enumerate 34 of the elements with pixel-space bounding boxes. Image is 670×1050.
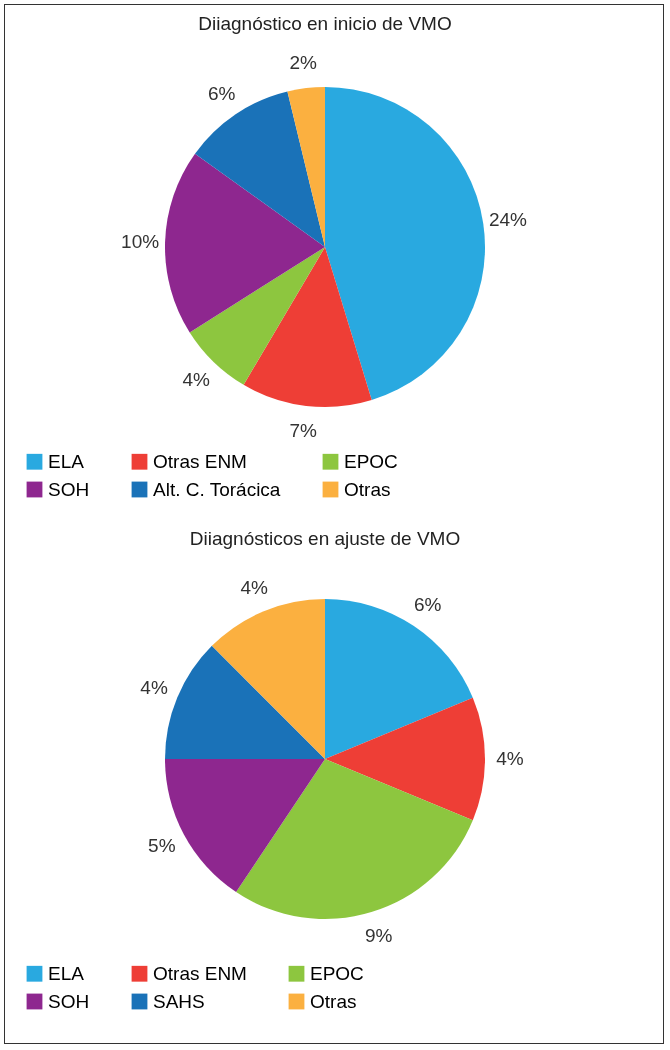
data-label: 9% bbox=[364, 925, 393, 947]
data-label: 4% bbox=[496, 748, 524, 769]
legend-label: SOH bbox=[48, 990, 90, 1012]
legend-label: ELA bbox=[48, 962, 85, 984]
data-label: 4% bbox=[182, 368, 210, 390]
legend-label: EPOC bbox=[310, 962, 364, 984]
data-label: 4% bbox=[240, 577, 269, 599]
legend-label: Otras bbox=[344, 478, 391, 500]
pie-slice bbox=[287, 87, 325, 247]
pie-slice bbox=[165, 153, 325, 333]
legend-label: Otras ENM bbox=[153, 962, 247, 984]
legend-label: SAHS bbox=[153, 990, 205, 1012]
legend-label: Otras ENM bbox=[153, 450, 247, 472]
pie-slice bbox=[243, 247, 372, 407]
legend-label: Otras bbox=[310, 990, 357, 1012]
pie-slice bbox=[325, 599, 473, 759]
pie-slice bbox=[325, 87, 485, 401]
legend-label: ELA bbox=[48, 450, 85, 472]
data-label: 6% bbox=[414, 594, 442, 616]
legend-label: Alt. C. Torácica bbox=[153, 478, 281, 500]
legend-label: EPOC bbox=[344, 450, 398, 472]
pie-slice bbox=[325, 697, 485, 821]
data-label: 6% bbox=[207, 82, 236, 104]
data-label: 2% bbox=[289, 52, 317, 74]
pie-slice bbox=[236, 759, 473, 919]
data-label: 7% bbox=[289, 419, 317, 441]
data-label: 24% bbox=[488, 208, 528, 230]
chart-title: Diiagnóstico en inicio de VMO bbox=[198, 13, 452, 35]
data-label: 5% bbox=[148, 835, 176, 857]
data-label: 10% bbox=[121, 230, 160, 252]
data-label: 4% bbox=[140, 677, 168, 699]
legend-label: SOH bbox=[48, 478, 90, 500]
chart-title: Diiagnósticos en ajuste de VMO bbox=[189, 528, 461, 549]
pie-slice bbox=[211, 599, 325, 759]
